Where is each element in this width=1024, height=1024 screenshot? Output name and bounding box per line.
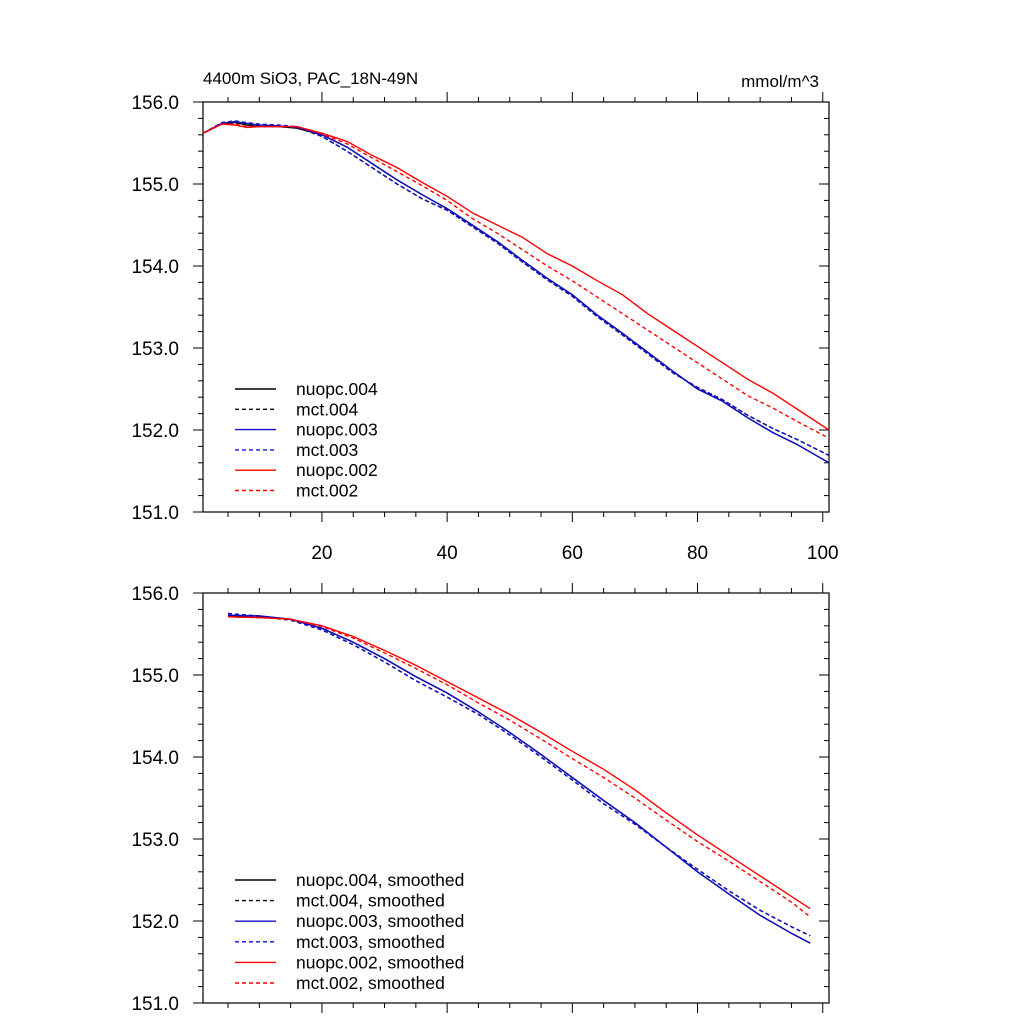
y-tick-label: 153.0 bbox=[131, 830, 179, 851]
x-tick-label: 40 bbox=[437, 543, 458, 564]
y-tick-label: 151.0 bbox=[131, 994, 179, 1015]
legend-label: mct.004, smoothed bbox=[296, 891, 445, 911]
series-line bbox=[202, 120, 830, 457]
y-tick-label: 151.0 bbox=[131, 503, 179, 524]
x-tick-label: 100 bbox=[807, 543, 839, 564]
x-tick-label: 60 bbox=[562, 543, 583, 564]
series-line bbox=[202, 120, 830, 464]
y-tick-label: 155.0 bbox=[131, 666, 179, 687]
legend-label: nuopc.002 bbox=[296, 460, 378, 480]
y-tick-label: 152.0 bbox=[131, 421, 179, 442]
series-line bbox=[227, 612, 811, 937]
figure-title: 4400m SiO3, PAC_18N-49N bbox=[203, 69, 418, 88]
legend-label: mct.002 bbox=[296, 481, 358, 501]
y-tick-label: 154.0 bbox=[131, 257, 179, 278]
units-label: mmol/m^3 bbox=[741, 72, 819, 91]
series-line bbox=[227, 614, 811, 944]
bottom-panel: 151.0 152.0 153.0 154.0 155.0 156.0 nuopc.004,… bbox=[131, 583, 830, 1015]
legend-label: mct.002, smoothed bbox=[296, 973, 445, 993]
y-tick-label: 156.0 bbox=[131, 93, 179, 114]
top-panel: 151.0 152.0 153.0 154.0 155.0 156.0 20 40 60 80 10… bbox=[131, 92, 839, 564]
y-tick-label: 152.0 bbox=[131, 912, 179, 933]
y-tick-label: 154.0 bbox=[131, 748, 179, 769]
legend-label: nuopc.003, smoothed bbox=[296, 911, 464, 931]
legend-label: nuopc.002, smoothed bbox=[296, 952, 464, 972]
y-tick-label: 155.0 bbox=[131, 175, 179, 196]
series-line bbox=[227, 616, 811, 910]
series-line bbox=[202, 123, 830, 431]
plot-frame bbox=[202, 592, 830, 1004]
y-tick-label: 156.0 bbox=[131, 584, 179, 605]
legend-label: nuopc.003 bbox=[296, 420, 378, 440]
legend-label: nuopc.004 bbox=[296, 379, 378, 399]
plot-frame bbox=[202, 101, 830, 513]
y-tick-label: 153.0 bbox=[131, 339, 179, 360]
x-tick-label: 20 bbox=[311, 543, 332, 564]
legend-label: mct.003 bbox=[296, 440, 358, 460]
legend-label: nuopc.004, smoothed bbox=[296, 870, 464, 890]
series-line bbox=[202, 123, 830, 439]
series-line bbox=[227, 616, 811, 918]
x-tick-label: 80 bbox=[687, 543, 708, 564]
legend-label: mct.003, smoothed bbox=[296, 932, 445, 952]
legend-label: mct.004 bbox=[296, 399, 359, 419]
